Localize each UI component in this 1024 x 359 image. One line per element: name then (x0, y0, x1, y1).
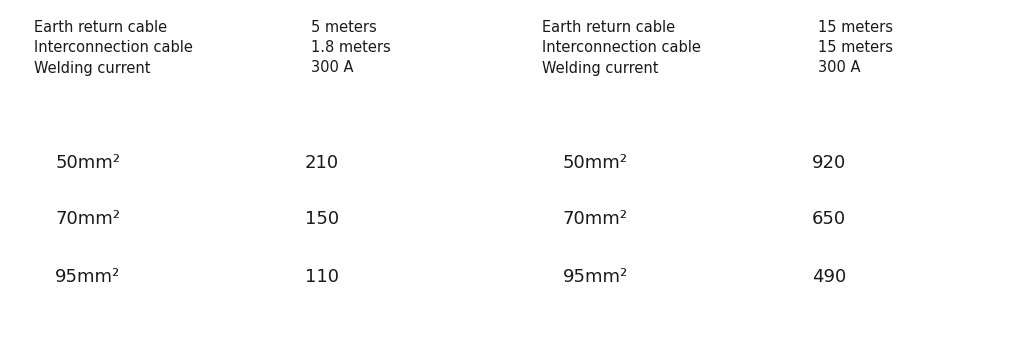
Text: 300 A: 300 A (818, 61, 861, 75)
Text: 650: 650 (812, 210, 846, 228)
Text: 50mm²: 50mm² (562, 154, 628, 172)
Text: 920: 920 (812, 154, 846, 172)
Text: 70mm²: 70mm² (562, 210, 628, 228)
Text: 150: 150 (305, 210, 339, 228)
Text: 15 meters: 15 meters (818, 20, 893, 36)
Text: Welding current: Welding current (35, 61, 151, 75)
Text: Earth return cable: Earth return cable (542, 20, 675, 36)
Text: 110: 110 (305, 267, 339, 285)
Text: Welding current: Welding current (542, 61, 658, 75)
Text: 95mm²: 95mm² (55, 267, 121, 285)
Text: 1.8 meters: 1.8 meters (311, 41, 391, 56)
Text: 490: 490 (812, 267, 846, 285)
Text: 15 meters: 15 meters (818, 41, 893, 56)
Text: 210: 210 (305, 154, 339, 172)
Text: Interconnection cable: Interconnection cable (542, 41, 700, 56)
Text: Cable losses (W): Cable losses (W) (752, 103, 907, 122)
Text: 5 meters: 5 meters (311, 20, 377, 36)
Text: 70mm²: 70mm² (55, 210, 121, 228)
Text: Cable losses (W): Cable losses (W) (244, 103, 400, 122)
Text: Interconnection cable: Interconnection cable (35, 41, 194, 56)
Text: 300 A: 300 A (311, 61, 354, 75)
Text: Earth return cable: Earth return cable (35, 20, 168, 36)
Text: 95mm²: 95mm² (562, 267, 628, 285)
Text: 50mm²: 50mm² (55, 154, 121, 172)
